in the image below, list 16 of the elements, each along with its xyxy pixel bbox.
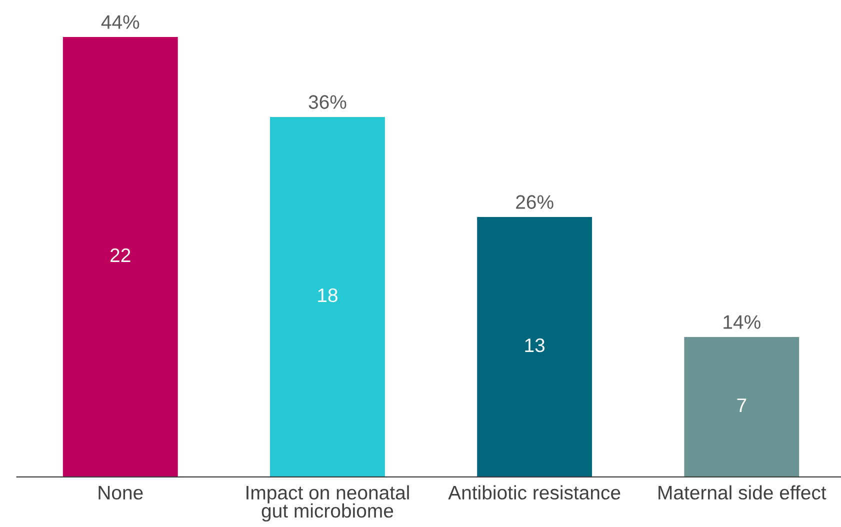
bar (270, 116, 385, 477)
data-label: 36% (308, 95, 346, 109)
x-tick-label: Impact on neonatal gut microbiome (246, 485, 409, 522)
data-label: 44% (101, 15, 140, 29)
x-tick-label: None (98, 486, 143, 500)
x-tick-label: Antibiotic resistance (448, 485, 620, 500)
annotation: 18 (318, 288, 338, 302)
annotation: 13 (525, 338, 545, 352)
annotation: 22 (110, 248, 130, 262)
data-label: 14% (724, 315, 760, 329)
bar (684, 336, 800, 477)
x-tick-label: Maternal side effect (658, 485, 826, 500)
data-label: 26% (516, 195, 554, 209)
bar (62, 36, 178, 477)
annotation: 7 (737, 398, 746, 412)
bar (477, 216, 592, 477)
